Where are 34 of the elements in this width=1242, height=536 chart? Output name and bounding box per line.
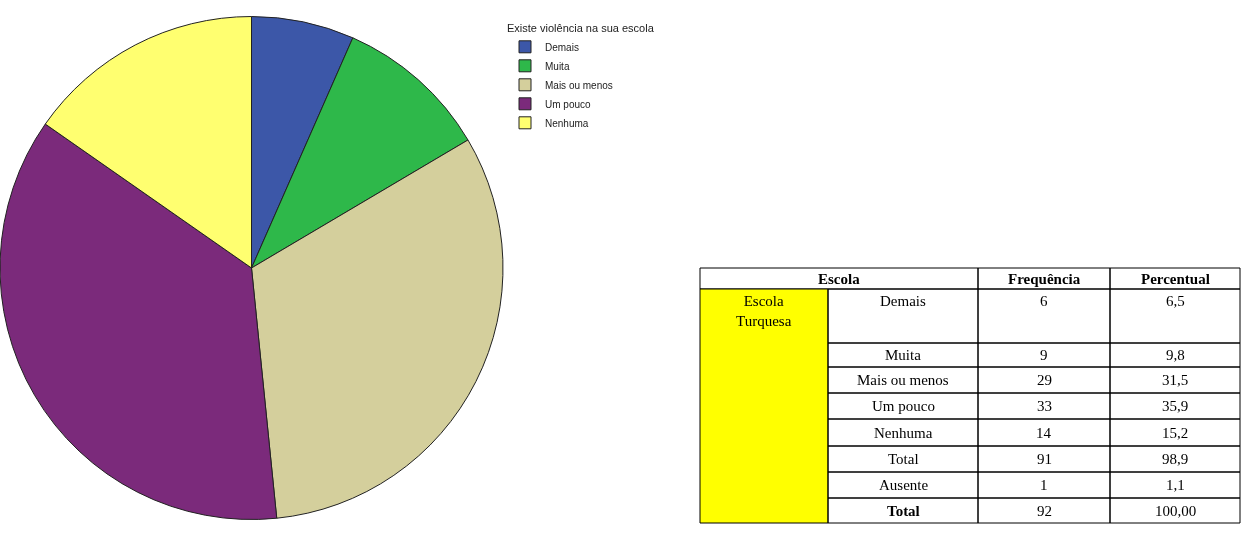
text: 6,5 [1166, 293, 1185, 309]
text: 92 [1037, 503, 1052, 519]
text: 1,1 [1166, 477, 1185, 493]
text: Nenhuma [874, 425, 933, 441]
legend-label: Muita [545, 60, 570, 72]
legend-title: Existe violência na sua escola [507, 22, 655, 35]
text: Frequência [1008, 271, 1081, 287]
text: 6 [1040, 293, 1048, 309]
text: 1 [1040, 477, 1048, 493]
text: Percentual [1141, 271, 1210, 287]
legend-label: Demais [545, 41, 579, 53]
text: 91 [1037, 451, 1052, 467]
legend-label: Mais ou menos [545, 79, 613, 91]
text: 100,00 [1155, 503, 1197, 519]
text: 15,2 [1162, 425, 1189, 441]
legend-label: Um pouco [545, 98, 592, 110]
text: 9,8 [1166, 347, 1185, 363]
legend-label: Nenhuma [545, 117, 589, 129]
text: 29 [1037, 372, 1052, 388]
text: 9 [1040, 347, 1048, 363]
text: Escola [818, 271, 861, 287]
text: Total [888, 451, 919, 467]
text: Escola Turquesa [736, 293, 792, 329]
text: Demais [880, 293, 926, 309]
text: 31,5 [1162, 372, 1189, 388]
text: 14 [1036, 425, 1052, 441]
text: Muita [885, 347, 922, 363]
text: Total [887, 503, 920, 519]
text: Ausente [879, 477, 929, 493]
text: 35,9 [1162, 398, 1189, 414]
text: 98,9 [1162, 451, 1189, 467]
text: Um pouco [872, 398, 935, 414]
text: Mais ou menos [857, 372, 949, 388]
text: 33 [1037, 398, 1052, 414]
